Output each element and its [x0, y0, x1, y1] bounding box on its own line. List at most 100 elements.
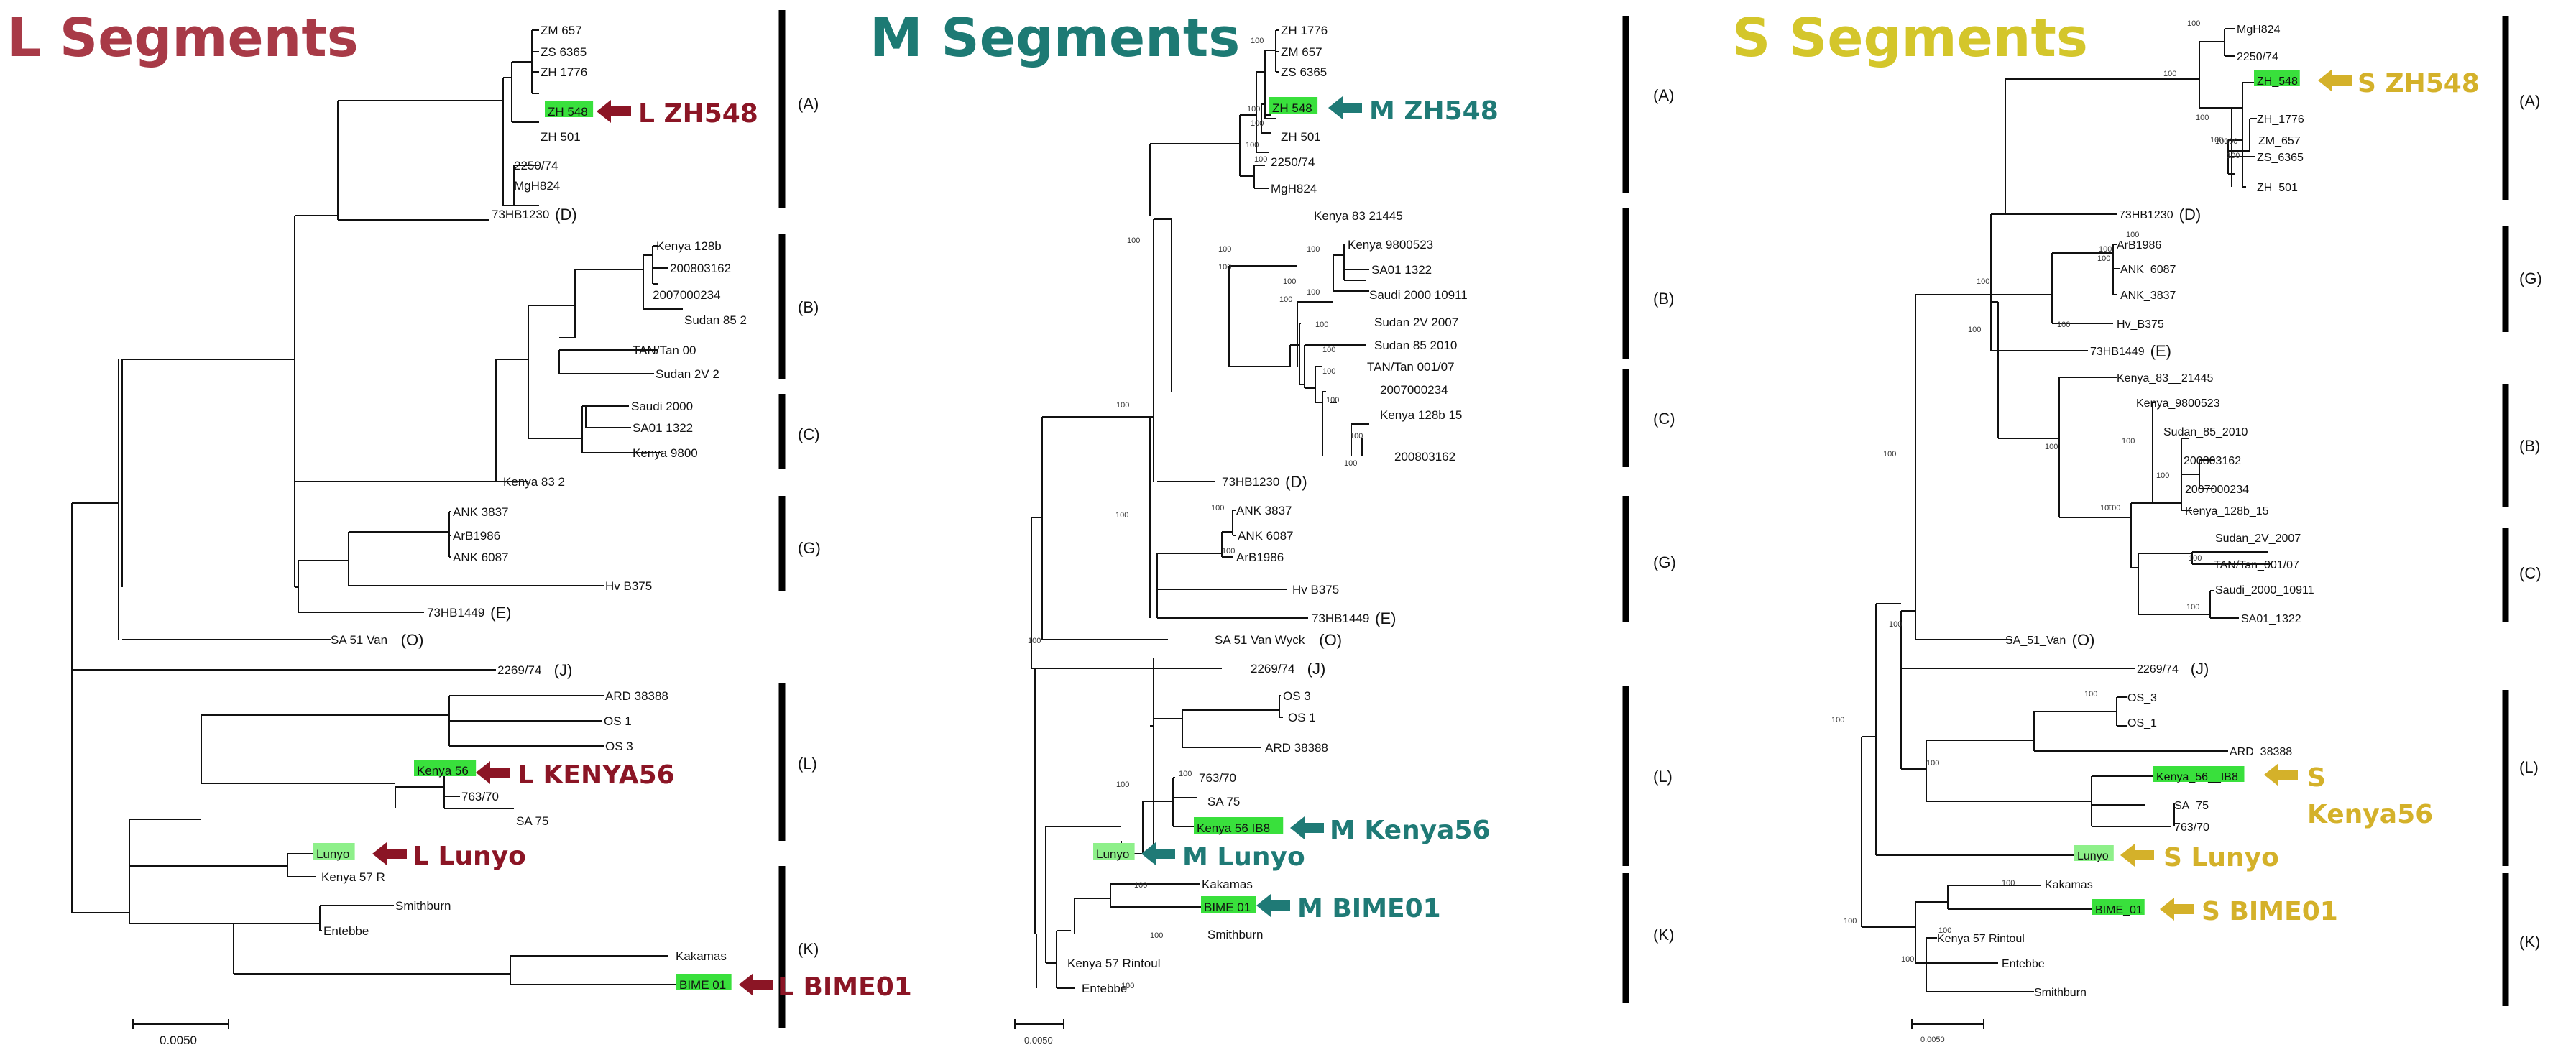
m-bootstrap-values: 100 100 100 100 100 100 100 100 100 100 100 100 100 1…: [1028, 37, 1363, 990]
leaf-label: 200803162: [670, 262, 731, 275]
leaf-label: Sudan 2V 2: [656, 367, 719, 381]
leaf-label: ANK_6087: [2120, 264, 2176, 276]
leaf-label: ZH 501: [1281, 130, 1321, 144]
leaf-label: ZS 6365: [1281, 65, 1327, 79]
leaf-label: SA_51_Van: [2005, 635, 2066, 647]
arrow-icon: [1141, 842, 1175, 865]
bootstrap-value: 100: [1844, 917, 1857, 926]
leaf-label: ZH 1776: [540, 65, 587, 79]
leaf-label: SA01 1322: [1371, 263, 1432, 277]
leaf-label: 2250/74: [514, 159, 558, 172]
bootstrap-value: 100: [1218, 263, 1231, 272]
leaf-label: Kenya_56__IB8: [2156, 771, 2238, 783]
leaf-highlight: [1201, 896, 1256, 913]
l-scale-label: 0.0050: [160, 1033, 197, 1047]
bootstrap-value: 100: [2045, 443, 2058, 451]
leaf-label: SA01 1322: [632, 421, 693, 435]
leaf-label: Kenya 128b: [656, 239, 722, 253]
bootstrap-value: 100: [2002, 879, 2015, 888]
leaf-label: Smithburn: [2034, 987, 2087, 999]
leaf-label: 2269/74: [497, 663, 541, 677]
leaf-label: Sudan 85 2010: [1374, 338, 1457, 352]
leaf-label: Kenya_128b_15: [2185, 505, 2269, 517]
leaf-label: 73HB1449: [2090, 346, 2145, 358]
leaf-label: 73HB1449: [427, 606, 484, 619]
leaf-group-tag: (E): [1375, 609, 1396, 627]
bootstrap-value: 100: [1134, 881, 1147, 890]
leaf-label: Kakamas: [676, 949, 727, 963]
leaf-label: ANK 3837: [1236, 504, 1292, 517]
leaf-label: Smithburn: [1208, 928, 1263, 941]
leaf-label: Kenya_83__21445: [2117, 372, 2213, 384]
m-scale-bar: 0.0050: [1014, 1019, 1064, 1046]
bootstrap-value: 100: [2099, 245, 2112, 254]
panel-m-segments: M Segments: [870, 7, 1676, 1046]
leaf-label: Hv B375: [1292, 583, 1339, 596]
leaf-label: ZH_1776: [2257, 114, 2304, 126]
leaf-label: SA_75: [2174, 800, 2209, 812]
panel-s-segments: S Segments MgH8: [1732, 7, 2542, 1044]
leaf-group-tag: (O): [1319, 631, 1342, 649]
leaf-label: Saudi 2000 10911: [1369, 288, 1468, 302]
leaf-label: ARD 38388: [1265, 741, 1328, 755]
leaf-label: Kenya 9800: [632, 446, 698, 460]
leaf-group-tag: (E): [2150, 342, 2171, 360]
leaf-label: Entebbe: [2002, 958, 2045, 970]
leaf-label: ArB1986: [453, 529, 500, 543]
bootstrap-value: 100: [1326, 396, 1339, 405]
s-clade-k: (K): [2519, 933, 2540, 951]
bootstrap-value: 100: [1977, 277, 1990, 286]
leaf-label: Kenya 57 Rintoul: [1067, 957, 1160, 970]
bootstrap-value: 100: [2100, 504, 2113, 512]
leaf-label: Kenya 83 2: [503, 475, 565, 489]
l-clade-l: (L): [798, 755, 817, 773]
bootstrap-value: 100: [1116, 511, 1128, 520]
leaf-label: BIME 01: [1204, 900, 1251, 914]
l-clade-labels: (A) (B) (C) (G) (L) (K): [798, 95, 821, 958]
leaf-label: OS_1: [2128, 717, 2157, 729]
bootstrap-value: 100: [1116, 780, 1129, 789]
leaf-highlight: [1093, 843, 1135, 860]
bootstrap-value: 100: [1283, 277, 1296, 286]
leaf-label: TAN/Tan 00: [632, 344, 696, 357]
leaf-label: ANK 6087: [453, 550, 509, 564]
leaf-label: 73HB1230: [1222, 475, 1279, 489]
m-clade-c: (C): [1653, 410, 1675, 428]
bootstrap-value: 100: [2215, 137, 2228, 146]
leaf-label: SA 75: [1208, 795, 1240, 808]
s-clade-c: (C): [2519, 564, 2542, 582]
s-clade-g: (G): [2519, 269, 2542, 287]
leaf-label: BIME_01: [2095, 904, 2143, 916]
leaf-highlight: [1269, 97, 1318, 114]
leaf-label: OS 1: [1288, 711, 1316, 724]
m-clade-b: (B): [1653, 290, 1674, 308]
leaf-highlight: [676, 974, 732, 990]
callout-l-lunyo: L Lunyo: [413, 842, 526, 871]
bootstrap-value: 100: [1028, 637, 1041, 645]
leaf-label: Kenya_9800523: [2136, 397, 2220, 410]
bootstrap-value: 100: [1322, 346, 1335, 354]
leaf-label: Sudan 85 2: [684, 313, 747, 327]
panel-l-segments: L Segments: [7, 7, 912, 1047]
bootstrap-value: 100: [1279, 295, 1292, 304]
l-clade-k: (K): [798, 940, 819, 958]
leaf-label: 2269/74: [2137, 663, 2179, 676]
leaf-label: SA 51 Van Wyck: [1215, 633, 1305, 647]
leaf-label: Kakamas: [2045, 879, 2093, 891]
s-clade-a: (A): [2519, 92, 2540, 110]
leaf-label: Sudan_85_2010: [2163, 426, 2248, 438]
bootstrap-value: 100: [2107, 504, 2120, 512]
bootstrap-value: 100: [1926, 759, 1939, 768]
leaf-label: Entebbe: [1082, 982, 1127, 995]
bootstrap-value: 100: [2084, 690, 2097, 699]
bootstrap-value: 100: [1307, 245, 1320, 254]
leaf-highlight: [414, 760, 477, 776]
leaf-label: ZH_548: [2257, 75, 2298, 88]
callout-m-zh548: M ZH548: [1369, 96, 1499, 126]
leaf-label: Sudan 2V 2007: [1374, 315, 1458, 329]
leaf-label: ANK 3837: [453, 505, 509, 519]
leaf-label: Kenya 57 Rintoul: [1937, 933, 2025, 945]
leaf-label: OS 3: [1283, 689, 1311, 703]
leaf-label: SA01_1322: [2241, 613, 2301, 625]
bootstrap-value: 100: [2210, 136, 2223, 144]
